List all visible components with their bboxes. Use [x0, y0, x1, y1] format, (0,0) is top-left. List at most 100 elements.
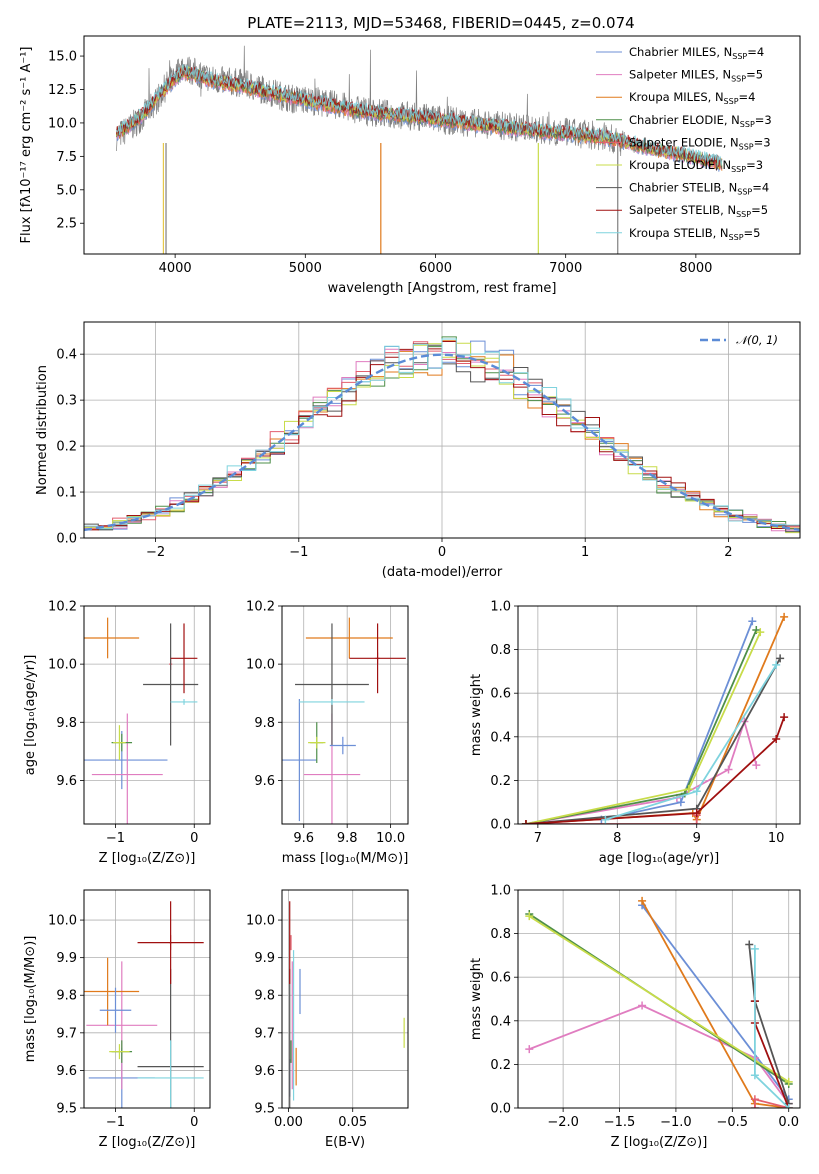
x-axis-label: mass [log₁₀(M/M⊙)] [282, 851, 409, 866]
legend-label: Salpeter MILES, NSSP=5 [629, 68, 763, 84]
error-bar-point [305, 617, 393, 659]
x-tick-label: −2 [146, 545, 165, 560]
weight-point-marker [521, 820, 530, 824]
plot-area [116, 45, 723, 254]
weight-series-line [528, 915, 790, 1083]
error-bar-point [86, 961, 158, 1090]
y-axis-label: age [log₁₀(age/yr)] [23, 655, 38, 776]
y-tick-label: 2.5 [56, 217, 77, 232]
y-axis-label: Flux [fλ10⁻¹⁷ erg cm⁻² s⁻¹ A⁻¹] [19, 47, 34, 244]
residuals-frame [83, 321, 801, 539]
plot-area [282, 617, 406, 824]
weight-point-marker [525, 912, 534, 921]
residual-histogram-series [84, 344, 800, 535]
error-bar-point [137, 901, 204, 984]
weight-point-marker [750, 1071, 759, 1080]
legend-label: Salpeter ELODIE, NSSP=3 [629, 135, 771, 151]
weight-point-marker [745, 940, 754, 949]
error-bar-point [84, 617, 140, 659]
residual-histogram-series [84, 336, 800, 530]
x-tick-label: −0.5 [717, 1115, 749, 1130]
age_vs_mass-panel: 9.6 9.8 10.0 9.6 9.8 10.0 10.2 mass [log₁₀(M/M⊙… [246, 600, 409, 866]
weight-point-marker [752, 761, 761, 770]
spectrum-frame [83, 35, 801, 255]
plot-area [289, 901, 405, 1108]
x-tick-label: 7000 [549, 261, 582, 276]
plot-area [525, 896, 793, 1108]
legend-label: Chabrier MILES, NSSP=4 [629, 45, 764, 61]
error-bar-point [170, 623, 198, 694]
mass_vs_EBV-frame [281, 889, 409, 1109]
error-bar-point [282, 699, 317, 822]
x-axis-label: E(B-V) [325, 1135, 365, 1150]
y-tick-label: 9.6 [254, 774, 275, 789]
x-tick-label: 9.6 [293, 831, 314, 846]
y-tick-label: 0.2 [490, 1058, 511, 1073]
legend-label: Chabrier ELODIE, NSSP=3 [629, 113, 772, 129]
x-tick-label: 8 [613, 831, 621, 846]
y-tick-label: 1.0 [490, 600, 511, 615]
y-tick-label: 0.8 [490, 643, 511, 658]
y-tick-label: 9.6 [56, 1064, 77, 1079]
error-bar-point [308, 736, 326, 749]
weight-point-marker [638, 1001, 647, 1010]
weight-point-marker [724, 765, 733, 774]
residual-histogram-series [84, 342, 800, 534]
y-tick-label: 0.4 [56, 348, 77, 363]
mass_vs_EBV-panel: 0.00 0.05 9.5 9.6 9.7 9.8 9.9 10.0 E(B-V) [246, 889, 409, 1150]
weight-point-marker [750, 1104, 759, 1108]
x-tick-label: 9 [693, 831, 701, 846]
y-tick-label: 0.6 [490, 687, 511, 702]
x-tick-label: 4000 [159, 261, 192, 276]
y-tick-label: 9.9 [56, 951, 77, 966]
y-tick-label: 9.7 [56, 1026, 77, 1041]
residuals-panel: −2 −1 0 1 2 0.0 0.1 0.2 0.3 0.4 (data-model)/error… [35, 321, 801, 580]
x-tick-label: 0.0 [778, 1115, 799, 1130]
legend-label: Chabrier STELIB, NSSP=4 [629, 181, 769, 197]
weight-point-marker [692, 820, 701, 824]
observed-spectrum-line [116, 45, 625, 157]
y-tick-label: 0.0 [56, 532, 77, 547]
residual-histogram-series [84, 341, 800, 536]
error-bar-point [137, 1040, 204, 1108]
age_vs_Z-panel: −1 0 9.6 9.8 10.0 10.2 Z [log₁₀(Z/Z⊙)] age [log… [23, 600, 211, 866]
error-bar-point [99, 987, 132, 1033]
x-tick-label: −1.5 [604, 1115, 636, 1130]
weight-point-marker [684, 785, 693, 794]
spectrum-panel: 4000 5000 6000 7000 8000 2.5 5.0 7.5 10.0 12.5 15.… [19, 35, 801, 296]
y-tick-label: 9.8 [254, 989, 275, 1004]
weight-point-marker [748, 617, 757, 626]
residual-histogram-series [84, 338, 800, 530]
y-tick-label: 1.0 [490, 884, 511, 899]
y-tick-label: 9.7 [254, 1026, 275, 1041]
x-tick-label: 5000 [289, 261, 322, 276]
weight-point-marker [676, 798, 685, 807]
y-tick-label: 0.0 [490, 818, 511, 833]
x-tick-label: 10.0 [376, 831, 405, 846]
x-tick-label: 2 [724, 545, 732, 560]
error-bar-point [349, 623, 406, 694]
y-tick-label: 0.3 [56, 394, 77, 409]
weight-point-marker [525, 1045, 534, 1054]
weight-series-line [525, 629, 758, 824]
y-tick-label: 9.6 [56, 774, 77, 789]
y-tick-label: 0.0 [490, 1102, 511, 1117]
weight_vs_age-panel: 7 8 9 10 0.0 0.2 0.4 0.6 0.8 1.0 age [log₁₀(age/yr… [469, 600, 801, 866]
y-tick-label: 10.0 [48, 914, 77, 929]
error-bar-point [143, 623, 199, 746]
legend-label: Kroupa STELIB, NSSP=5 [629, 226, 760, 242]
y-tick-label: 10.0 [48, 116, 77, 131]
x-tick-label: 9.8 [337, 831, 358, 846]
weight_vs_age-frame [517, 605, 801, 825]
x-tick-label: 1 [581, 545, 589, 560]
x-tick-label: −1.0 [660, 1115, 692, 1130]
y-tick-label: 0.2 [56, 440, 77, 455]
residual-histogram-series [84, 348, 800, 537]
y-axis-label: mass weight [469, 674, 484, 756]
plot-area [521, 612, 789, 824]
y-tick-label: 9.5 [254, 1102, 275, 1117]
weight_vs_Z-frame [517, 889, 801, 1109]
y-tick-label: 9.9 [254, 951, 275, 966]
age_vs_Z-frame [83, 605, 211, 825]
weight-point-marker [692, 787, 701, 796]
